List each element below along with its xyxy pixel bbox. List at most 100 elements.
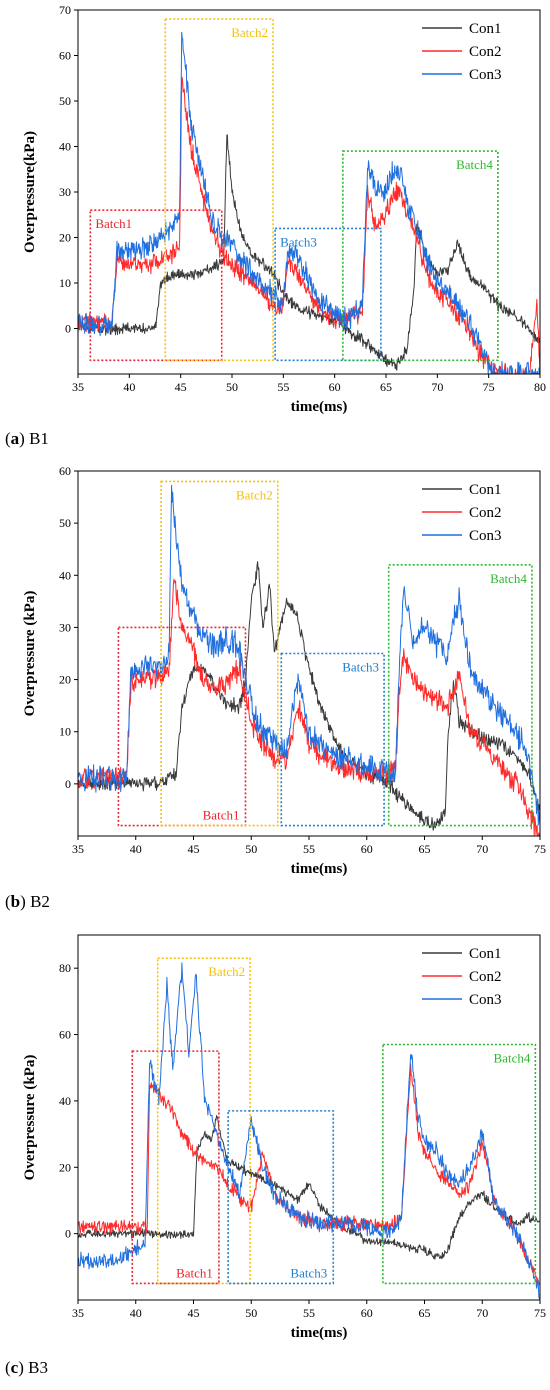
x-tick-label: 55 — [303, 842, 315, 856]
y-axis-label: Overpressure (kPa) — [22, 591, 38, 717]
caption-close-paren: ) — [19, 429, 29, 448]
x-axis-label: time(ms) — [291, 861, 348, 877]
batch-box-1 — [89, 209, 223, 362]
x-tick-label: 50 — [245, 842, 257, 856]
batch-box-4 — [342, 150, 499, 362]
caption-open-paren: ( — [5, 1358, 11, 1377]
batch-label-1: Batch1 — [203, 808, 240, 823]
caption-letter: b — [11, 892, 20, 911]
x-tick-label: 65 — [419, 842, 431, 856]
x-tick-label: 75 — [534, 1306, 546, 1320]
batch-box-1 — [117, 626, 247, 827]
batch-box-4 — [382, 1043, 537, 1285]
caption-name: B2 — [30, 892, 50, 911]
legend-label-con2: Con2 — [469, 969, 502, 985]
batch-box-2 — [164, 18, 274, 362]
chart-panel-1: Batch1 Batch2 Batch3 Batch4 35 40 45 50 55 60 65 70… — [5, 464, 546, 911]
batch-label-2: Batch2 — [236, 487, 273, 502]
x-tick-label: 50 — [245, 1306, 257, 1320]
caption-close-paren: ) — [20, 892, 30, 911]
batch-label-3: Batch3 — [342, 660, 379, 675]
plot-area — [78, 962, 540, 1300]
chart-panel-0: Batch1 Batch2 Batch3 Batch4 35 40 45 50 55 60 65 70… — [5, 3, 546, 448]
y-axis-label: Overpressure (kPa) — [22, 1055, 38, 1181]
axes-frame — [77, 934, 541, 1301]
batch-label-3: Batch3 — [290, 1265, 327, 1280]
batch-box-3 — [280, 652, 385, 827]
batch-label-3: Batch3 — [280, 234, 317, 249]
caption-close-paren: ) — [18, 1358, 28, 1377]
panel-caption-a: (a) B1 — [5, 429, 49, 448]
plot-area — [78, 31, 540, 374]
batch-box-3 — [274, 227, 382, 362]
legend-label-con3: Con3 — [469, 67, 502, 83]
legend-label-con1: Con1 — [469, 482, 502, 498]
batch-label-4: Batch4 — [490, 571, 527, 586]
x-tick-label: 55 — [277, 380, 289, 394]
caption-open-paren: ( — [5, 429, 11, 448]
y-tick-label: 10 — [59, 725, 71, 739]
y-tick-label: 60 — [59, 1028, 71, 1042]
legend-label-con2: Con2 — [469, 44, 502, 60]
legend-label-con3: Con3 — [469, 528, 502, 544]
x-tick-label: 45 — [175, 380, 187, 394]
panel-caption-c: (c) B3 — [5, 1358, 48, 1377]
series-line-con3 — [78, 31, 540, 374]
batch-box-1 — [131, 1050, 220, 1285]
y-tick-label: 40 — [59, 140, 71, 154]
y-tick-label: 80 — [59, 961, 71, 975]
y-tick-label: 60 — [59, 49, 71, 63]
x-tick-label: 70 — [476, 1306, 488, 1320]
x-tick-label: 80 — [534, 380, 546, 394]
x-tick-label: 65 — [419, 1306, 431, 1320]
batch-label-4: Batch4 — [494, 1051, 531, 1066]
y-tick-label: 0 — [65, 777, 71, 791]
x-tick-label: 40 — [123, 380, 135, 394]
y-tick-label: 0 — [65, 322, 71, 336]
legend-label-con1: Con1 — [469, 21, 502, 37]
y-tick-label: 50 — [59, 516, 71, 530]
x-tick-label: 35 — [72, 1306, 84, 1320]
y-tick-label: 60 — [59, 464, 71, 478]
batch-box-4 — [387, 564, 533, 827]
batch-label-1: Batch1 — [95, 216, 132, 231]
series-line-con1 — [78, 134, 540, 371]
x-axis-label: time(ms) — [291, 1325, 348, 1341]
x-tick-label: 70 — [431, 380, 443, 394]
batch-box-2 — [160, 480, 279, 827]
x-axis-label: time(ms) — [291, 399, 348, 415]
x-tick-label: 40 — [130, 1306, 142, 1320]
y-tick-label: 40 — [59, 1094, 71, 1108]
series-line-con2 — [78, 1063, 540, 1286]
y-tick-label: 20 — [59, 231, 71, 245]
chart-panel-2: Batch1 Batch2 Batch3 Batch4 35 40 45 50 55 60 65 70… — [5, 934, 546, 1377]
x-tick-label: 35 — [72, 380, 84, 394]
panel-caption-b: (b) B2 — [5, 892, 50, 911]
batch-label-2: Batch2 — [231, 25, 268, 40]
caption-name: B1 — [29, 429, 49, 448]
x-tick-label: 60 — [361, 1306, 373, 1320]
legend-label-con3: Con3 — [469, 992, 502, 1008]
x-tick-label: 60 — [361, 842, 373, 856]
caption-letter: c — [11, 1358, 19, 1377]
batch-label-2: Batch2 — [208, 964, 245, 979]
series-line-con2 — [78, 76, 540, 374]
series-line-con1 — [78, 561, 540, 831]
x-tick-label: 70 — [476, 842, 488, 856]
y-tick-label: 30 — [59, 620, 71, 634]
legend-label-con1: Con1 — [469, 946, 502, 962]
caption-letter: a — [11, 429, 20, 448]
x-tick-label: 50 — [226, 380, 238, 394]
x-tick-label: 75 — [483, 380, 495, 394]
y-tick-label: 50 — [59, 94, 71, 108]
x-tick-label: 35 — [72, 842, 84, 856]
y-tick-label: 20 — [59, 673, 71, 687]
caption-name: B3 — [28, 1358, 48, 1377]
batch-label-4: Batch4 — [456, 157, 493, 172]
series-line-con2 — [78, 578, 540, 836]
batch-box-3 — [227, 1110, 335, 1285]
y-tick-label: 10 — [59, 276, 71, 290]
x-tick-label: 65 — [380, 380, 392, 394]
x-tick-label: 75 — [534, 842, 546, 856]
